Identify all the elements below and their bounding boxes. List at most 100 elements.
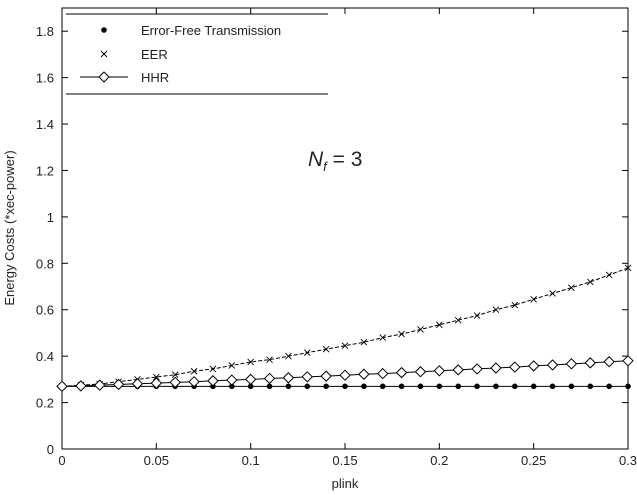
data-point [530,295,537,303]
data-point [586,278,594,286]
x-tick-label: 0.05 [144,453,169,468]
legend-label: Error-Free Transmission [141,23,281,38]
x-marker-stroke [171,371,179,379]
y-tick-label: 0.2 [36,396,54,411]
data-point [322,345,330,353]
x-marker-stroke [153,373,160,381]
data-point [323,383,329,390]
y-tick-label: 1.6 [36,71,54,86]
y-tick-label: 0.4 [36,349,54,364]
x-marker-stroke [247,358,254,366]
legend-label: HHR [141,70,169,85]
data-point [530,383,537,390]
x-marker-stroke [511,301,519,309]
x-marker-stroke [586,278,594,286]
data-point [342,383,348,390]
data-point [549,290,556,297]
data-point [493,383,499,390]
data-point [625,383,631,390]
x-marker-stroke [473,312,481,319]
x-marker-stroke [190,367,198,375]
y-tick-label: 0.8 [36,256,54,271]
x-marker-stroke [379,334,387,341]
nf-annotation: Nf = 3 [308,148,362,174]
data-point [303,349,311,356]
data-point [565,358,578,370]
y-tick-label: 1.8 [36,24,54,39]
data-point [455,383,462,390]
data-point [624,264,632,272]
x-marker-stroke [209,365,217,373]
y-tick-label: 0.6 [36,303,54,318]
data-point [546,359,559,371]
x-tick-label: 0 [58,453,65,468]
data-point [75,380,87,392]
data-point [414,366,427,378]
data-point [171,371,179,379]
data-point [341,342,349,350]
x-marker-stroke [228,362,236,369]
x-marker-stroke [285,352,292,360]
data-point [492,306,500,314]
data-point [527,360,540,372]
series-group [56,264,634,393]
data-point [282,372,295,384]
data-point [150,377,163,389]
x-tick-label: 0.25 [521,453,546,468]
legend-marker [101,27,107,33]
data-point [379,383,386,390]
y-axis-label: Energy Costs (*xec-power) [2,150,17,305]
data-point [229,383,235,390]
x-marker-stroke [549,290,556,297]
data-point [190,367,198,375]
series-diamond [56,355,634,393]
y-tick-label: 1 [47,210,54,225]
x-marker-stroke [100,50,108,58]
y-tick-label: 0 [47,442,54,457]
x-tick-label: 0.1 [242,453,260,468]
x-marker-stroke [530,295,537,303]
data-point [377,367,389,380]
data-point [112,378,125,391]
legend-marker [100,50,108,58]
data-point [622,355,634,367]
data-point [568,284,575,292]
x-marker-stroke [568,284,575,292]
legend: Error-Free Transmission EER HHR [66,13,328,95]
data-point [379,334,387,341]
legend-label: EER [141,47,168,62]
data-point [207,375,219,387]
data-point [358,368,370,380]
data-point [56,380,68,393]
data-point [360,338,368,346]
data-point [473,312,481,319]
data-point [474,383,480,390]
x-marker-stroke [322,345,330,353]
data-point [417,383,424,390]
x-axis-label: plink [332,476,359,491]
data-point [436,383,443,390]
data-point [471,363,483,375]
data-point [226,374,238,386]
x-marker-stroke [454,316,462,324]
data-point [568,383,575,390]
data-point [247,383,254,390]
data-point [511,301,519,309]
x-tick-label: 0.3 [619,453,637,468]
data-point [339,369,351,381]
x-tick-label: 0.15 [332,453,357,468]
data-point [584,357,596,369]
data-point [209,365,217,373]
legend-marker [98,71,110,83]
x-marker-stroke [360,338,368,346]
data-point [490,362,502,374]
data-point [94,379,106,391]
data-point [304,383,311,390]
data-point [285,352,292,360]
data-point [452,364,464,376]
x-tick-label: 0.2 [430,453,448,468]
x-marker-stroke [417,326,424,333]
data-point [266,356,273,363]
data-point [266,383,273,390]
